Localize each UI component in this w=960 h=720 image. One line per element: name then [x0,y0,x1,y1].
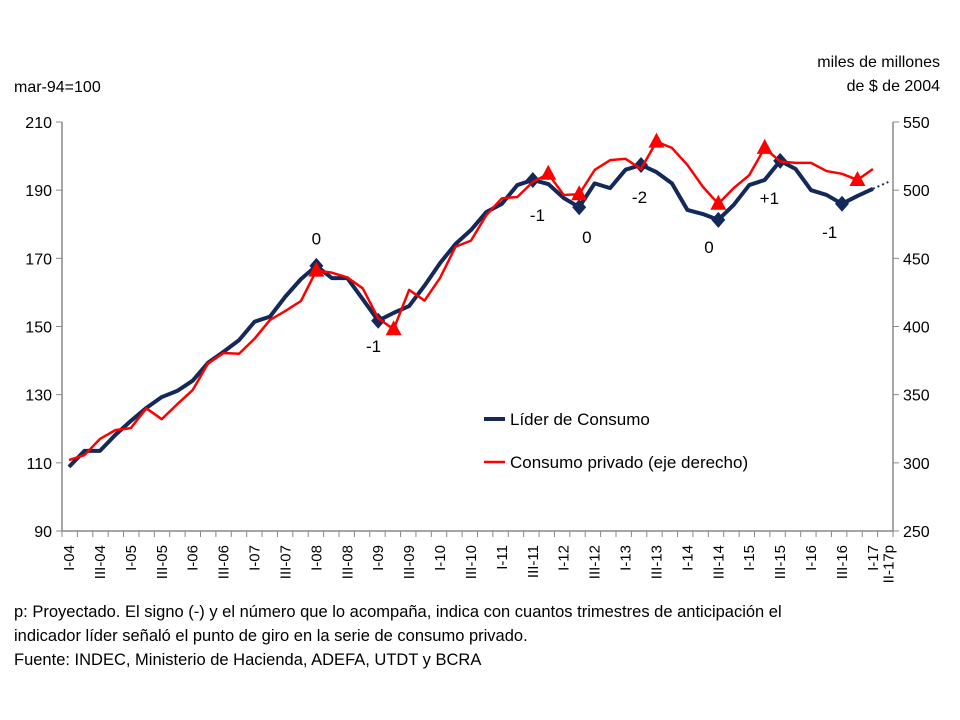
left-tick-label: 170 [25,251,52,268]
left-tick-label: 210 [25,115,52,132]
x-tick-label: I-15 [741,545,758,571]
leader-turning-point-marker [711,211,726,228]
right-axis-label-line2: de $ de 2004 [846,78,940,95]
leader-turning-point-marker [572,199,587,216]
x-tick-label: I-06 [185,545,202,571]
consumption-turning-point-marker [756,138,773,154]
x-tick-label: III-16 [834,545,851,579]
consumption-turning-point-marker [849,170,866,186]
x-tick-label: I-13 [618,545,635,571]
right-tick-label: 250 [903,524,930,541]
legend-label: Consumo privado (eje derecho) [510,453,748,472]
left-axis-label: mar-94=100 [14,79,101,96]
right-tick-label: 300 [903,456,930,473]
right-tick-label: 550 [903,115,930,132]
leader-projection-line [872,181,889,190]
x-tick-label: I-11 [494,545,511,570]
x-tick-label: I-16 [803,545,820,571]
lead-lag-annotation: +1 [760,189,779,208]
right-tick-label: 500 [903,183,930,200]
leader-turning-point-marker [835,195,849,212]
x-tick-label: I-12 [556,545,573,571]
footnote-source: Fuente: INDEC, Ministerio de Hacienda, A… [14,651,482,669]
left-tick-label: 130 [25,388,52,405]
x-tick-label: III-11 [525,545,542,578]
legend-label: Líder de Consumo [510,410,650,429]
x-tick-label: III-09 [401,545,418,579]
x-tick-label: I-08 [308,545,325,571]
right-axis-label-line1: miles de millones [817,54,940,71]
x-tick-label: I-17 [865,545,882,571]
lead-lag-annotation: -1 [822,223,837,242]
lead-lag-annotation: -2 [632,188,647,207]
consumption-turning-point-marker [308,261,325,277]
right-tick-label: 400 [903,320,930,337]
left-tick-label: 150 [25,320,52,337]
x-tick-label: II-17p [880,545,897,583]
consumption-turning-point-marker [710,194,727,210]
x-tick-label: I-10 [432,545,449,571]
leader-series-line [67,158,874,469]
x-tick-label: III-05 [154,545,171,579]
leader-turning-point-marker [371,312,386,329]
x-tick-label: III-06 [216,545,233,579]
footnote-line2: indicador líder señaló el punto de giro … [14,627,528,645]
lead-lag-annotation: -1 [530,206,545,225]
left-tick-label: 110 [26,456,52,473]
x-tick-label: III-10 [463,545,480,579]
lead-lag-annotation: -1 [366,337,381,356]
right-tick-label: 350 [903,388,930,405]
x-tick-label: III-15 [772,545,789,579]
left-tick-label: 90 [34,524,52,541]
consumption-series-line [68,140,874,462]
x-tick-label: III-12 [587,545,604,579]
left-tick-label: 190 [25,183,52,200]
lead-lag-annotation: 0 [704,238,713,257]
x-tick-label: III-08 [339,545,356,579]
lead-lag-annotation: 0 [582,228,591,247]
footnote-line1: p: Proyectado. El signo (-) y el número … [14,603,782,621]
right-tick-label: 450 [903,251,930,268]
lead-lag-annotation: 0 [312,230,321,249]
consumption-turning-point-marker [540,164,557,180]
consumption-turning-point-marker [571,185,588,201]
x-tick-label: I-07 [247,545,264,571]
x-tick-label: I-14 [679,545,696,571]
x-tick-label: I-04 [61,545,78,571]
consumption-turning-point-marker [648,132,665,148]
x-tick-label: III-04 [92,545,109,579]
x-tick-label: I-05 [123,545,140,571]
x-tick-label: III-14 [710,545,727,579]
x-tick-label: III-07 [277,545,294,579]
x-tick-label: III-13 [648,545,665,579]
x-tick-label: I-09 [370,545,387,571]
consumption-turning-point-marker [385,320,402,336]
